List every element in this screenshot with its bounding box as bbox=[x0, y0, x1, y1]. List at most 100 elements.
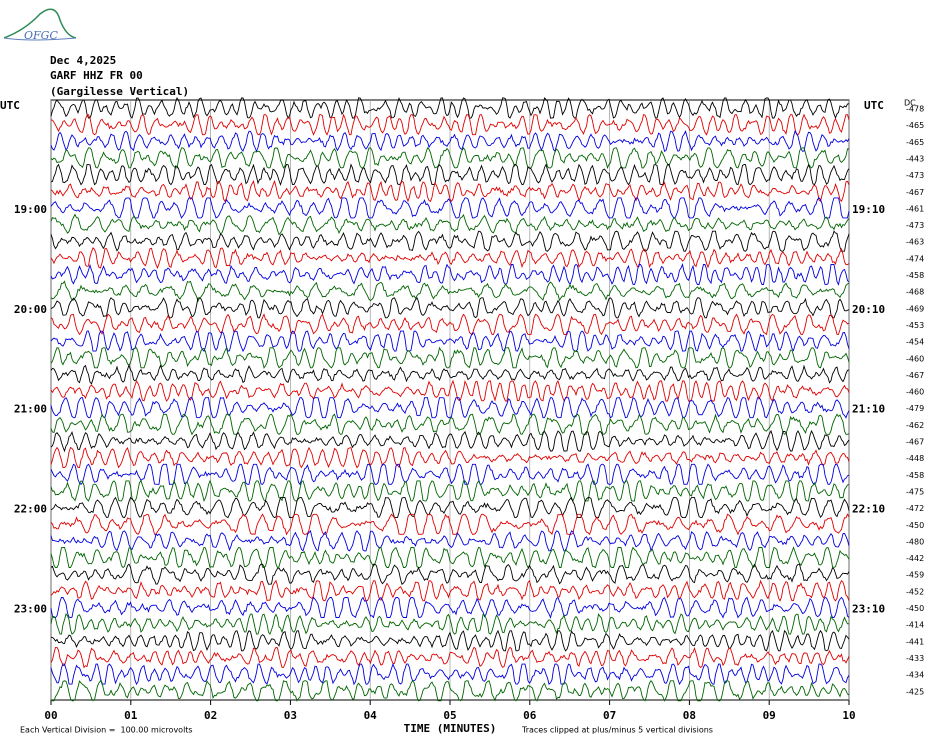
dc-value: -479 bbox=[906, 404, 924, 413]
left-hour-label: 23:00 bbox=[14, 603, 47, 616]
dc-value: -450 bbox=[906, 604, 924, 613]
x-tick-label: 00 bbox=[44, 709, 57, 722]
trace bbox=[50, 113, 850, 136]
trace bbox=[50, 579, 850, 602]
left-hour-label: 20:00 bbox=[14, 303, 47, 316]
dc-value: -458 bbox=[906, 471, 924, 480]
trace bbox=[50, 379, 850, 402]
dc-label: DC bbox=[904, 99, 916, 108]
trace bbox=[50, 363, 850, 385]
trace bbox=[50, 163, 850, 187]
trace bbox=[50, 429, 850, 453]
trace bbox=[50, 179, 850, 203]
dc-value: -434 bbox=[906, 671, 924, 680]
trace bbox=[50, 330, 850, 353]
left-axis-title: UTC bbox=[0, 99, 20, 112]
dc-value: -442 bbox=[906, 554, 924, 563]
right-hour-label: 19:10 bbox=[852, 203, 885, 216]
trace bbox=[50, 680, 850, 702]
trace bbox=[50, 313, 850, 336]
dc-value: -462 bbox=[906, 421, 924, 430]
trace bbox=[50, 213, 850, 236]
trace bbox=[50, 629, 850, 652]
x-tick-label: 08 bbox=[683, 709, 696, 722]
x-tick-label: 06 bbox=[523, 709, 537, 722]
trace bbox=[50, 396, 850, 419]
dc-value: -454 bbox=[906, 338, 924, 347]
trace bbox=[50, 147, 850, 170]
trace bbox=[50, 563, 850, 585]
dc-value: -472 bbox=[906, 504, 924, 513]
dc-value: -460 bbox=[906, 388, 924, 397]
trace bbox=[50, 613, 849, 636]
right-hour-label: 22:10 bbox=[852, 503, 885, 516]
dc-value: -450 bbox=[906, 521, 924, 530]
dc-value: -468 bbox=[906, 288, 924, 297]
footer-left: Each Vertical Division = 100.00 microvol… bbox=[20, 726, 193, 735]
trace bbox=[50, 296, 850, 319]
right-hour-label: 20:10 bbox=[852, 303, 885, 316]
dc-value: -474 bbox=[906, 254, 924, 263]
trace bbox=[50, 546, 850, 569]
title-line: GARF HHZ FR 00 bbox=[50, 69, 143, 82]
dc-value: -461 bbox=[906, 204, 924, 213]
trace bbox=[50, 97, 850, 120]
trace bbox=[50, 197, 850, 219]
trace bbox=[50, 346, 850, 369]
x-tick-label: 07 bbox=[603, 709, 616, 722]
x-tick-label: 02 bbox=[204, 709, 217, 722]
x-tick-label: 10 bbox=[842, 709, 855, 722]
dc-value: -414 bbox=[906, 621, 924, 630]
x-tick-label: 01 bbox=[124, 709, 138, 722]
right-axis-title: UTC bbox=[864, 99, 884, 112]
title-line: (Gargilesse Vertical) bbox=[50, 85, 189, 98]
trace bbox=[50, 130, 850, 153]
x-tick-label: 03 bbox=[284, 709, 297, 722]
dc-value: -460 bbox=[906, 354, 924, 363]
trace bbox=[50, 530, 850, 553]
dc-value: -478 bbox=[906, 105, 924, 114]
x-axis-label: TIME (MINUTES) bbox=[404, 722, 497, 735]
dc-value: -425 bbox=[906, 687, 924, 696]
dc-value: -467 bbox=[906, 438, 924, 447]
x-tick-label: 09 bbox=[763, 709, 776, 722]
trace bbox=[50, 662, 850, 686]
logo-text: OFGC bbox=[24, 29, 58, 42]
trace bbox=[50, 479, 850, 503]
dc-value: -469 bbox=[906, 304, 924, 313]
dc-value: -465 bbox=[906, 138, 924, 147]
dc-value: -480 bbox=[906, 537, 924, 546]
dc-value: -433 bbox=[906, 654, 924, 663]
x-tick-label: 04 bbox=[364, 709, 378, 722]
trace bbox=[50, 446, 850, 469]
right-hour-label: 21:10 bbox=[852, 403, 885, 416]
trace bbox=[50, 413, 850, 436]
dc-value: -463 bbox=[906, 238, 924, 247]
dc-value: -465 bbox=[906, 121, 924, 130]
x-tick-label: 05 bbox=[443, 709, 456, 722]
trace bbox=[50, 247, 850, 270]
trace bbox=[50, 513, 850, 536]
left-hour-label: 19:00 bbox=[14, 203, 47, 216]
dc-value: -467 bbox=[906, 371, 924, 380]
right-hour-label: 23:10 bbox=[852, 603, 885, 616]
trace bbox=[50, 496, 850, 519]
dc-value: -473 bbox=[906, 171, 924, 180]
dc-value: -467 bbox=[906, 188, 924, 197]
dc-value: -452 bbox=[906, 587, 924, 596]
dc-value: -458 bbox=[906, 271, 924, 280]
left-hour-label: 22:00 bbox=[14, 503, 47, 516]
trace bbox=[50, 596, 850, 619]
dc-value: -475 bbox=[906, 487, 924, 496]
dc-value: -473 bbox=[906, 221, 924, 230]
logo: OFGC bbox=[3, 8, 77, 42]
trace bbox=[50, 463, 850, 486]
dc-value: -453 bbox=[906, 321, 924, 330]
title-line: Dec 4,2025 bbox=[50, 54, 116, 67]
dc-value: -459 bbox=[906, 571, 924, 580]
footer-right: Traces clipped at plus/minus 5 vertical … bbox=[521, 726, 713, 735]
dc-value: -448 bbox=[906, 454, 924, 463]
trace bbox=[50, 280, 850, 303]
